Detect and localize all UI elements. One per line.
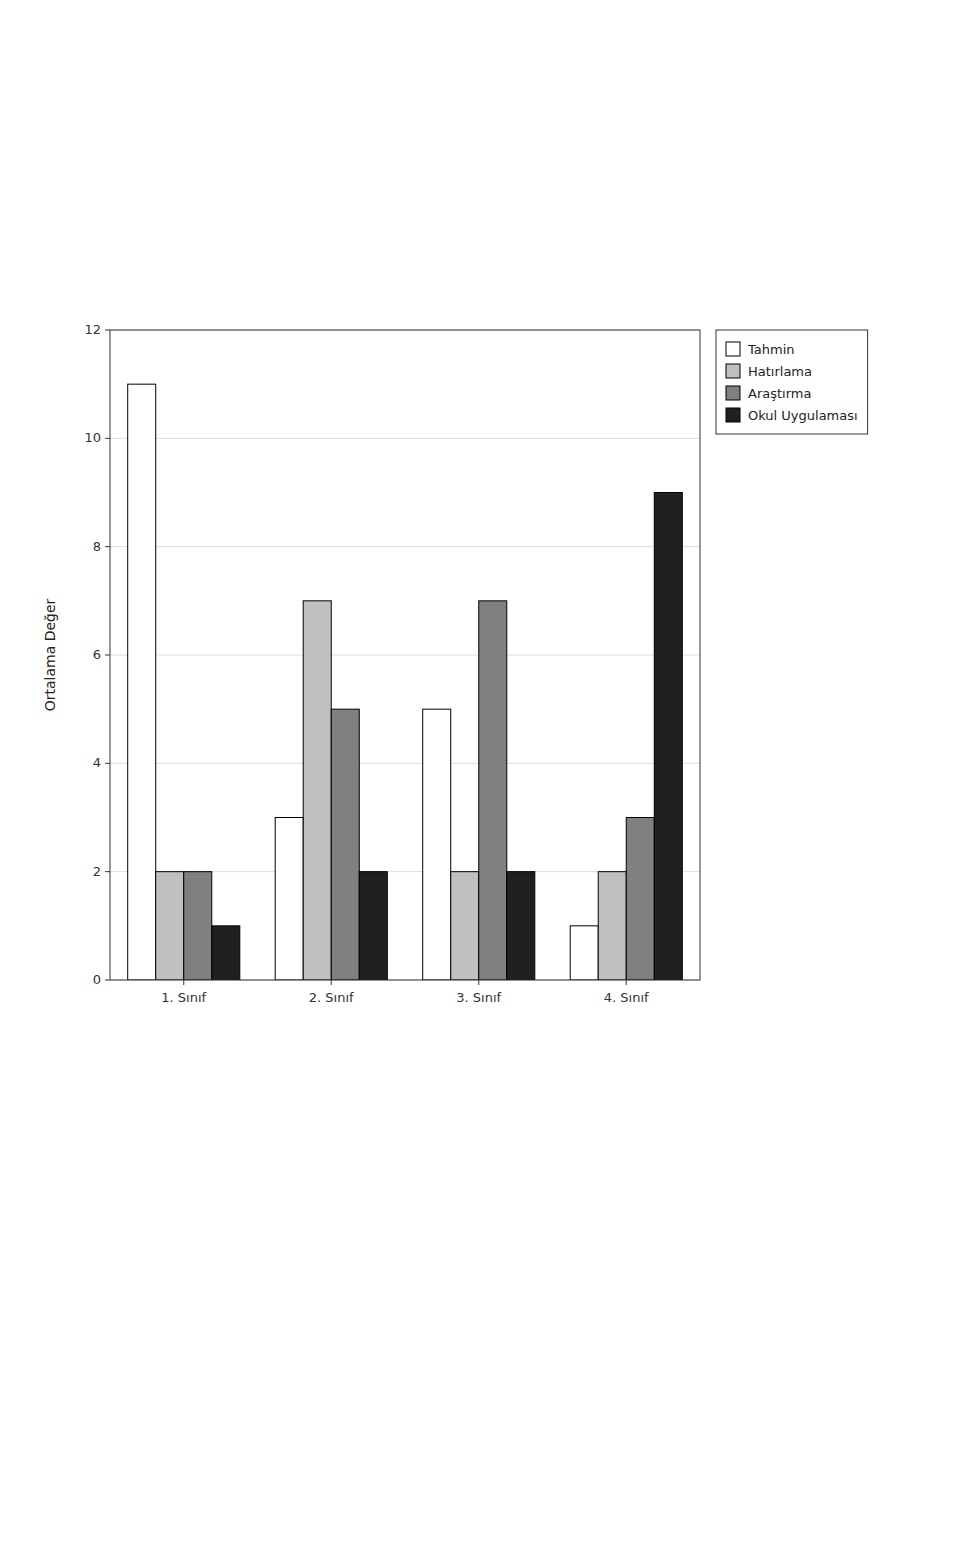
bars (128, 384, 683, 980)
bar (184, 872, 212, 980)
bar (303, 601, 331, 980)
x-tick-label: 4. Sınıf (604, 990, 649, 1005)
grid-line (110, 763, 700, 764)
y-tick-label: 2 (93, 864, 101, 879)
y-tick-label: 10 (84, 430, 101, 445)
grid-line (110, 546, 700, 547)
legend-swatch (726, 386, 740, 400)
bar (507, 872, 535, 980)
y-tick (105, 655, 110, 656)
y-tick-label: 6 (93, 647, 101, 662)
y-tick (105, 438, 110, 439)
y-axis-label: Ortalama Değer (42, 598, 58, 711)
y-tick-label: 0 (93, 972, 101, 987)
y-tick-label: 8 (93, 539, 101, 554)
bar (479, 601, 507, 980)
x-tick (478, 980, 479, 985)
x-tick (183, 980, 184, 985)
legend-label: Araştırma (748, 386, 811, 401)
plot-frame (110, 330, 700, 980)
y-tick (105, 763, 110, 764)
x-tick-label: 3. Sınıf (456, 990, 501, 1005)
x-tick (626, 980, 627, 985)
bar (331, 709, 359, 980)
legend-label: Okul Uygulaması (748, 408, 858, 423)
legend-label: Hatırlama (748, 364, 812, 379)
legend-swatch (726, 364, 740, 378)
legend-frame (716, 330, 868, 434)
y-tick (105, 546, 110, 547)
bar (570, 926, 598, 980)
legend: Tahmin Hatırlama Araştırma Okul Uygulaması (716, 330, 868, 434)
x-tick-label: 2. Sınıf (309, 990, 354, 1005)
y-tick (105, 330, 110, 331)
x-tick (331, 980, 332, 985)
bar (626, 818, 654, 981)
legend-swatch (726, 342, 740, 356)
y-tick-label: 4 (93, 755, 101, 770)
bar (423, 709, 451, 980)
legend-swatch (726, 408, 740, 422)
bar (156, 872, 184, 980)
y-tick (105, 871, 110, 872)
legend-label: Tahmin (747, 342, 795, 357)
bar (128, 384, 156, 980)
grid-line (110, 655, 700, 656)
bar (212, 926, 240, 980)
y-tick-label: 12 (84, 322, 101, 337)
chart-container: 0 2 4 6 8 10 12 1. Sınıf 2. Sınıf 3. Sınıf 4. Sını… (0, 0, 960, 1559)
y-tick (105, 980, 110, 981)
bar (359, 872, 387, 980)
chart: 0 2 4 6 8 10 12 1. Sınıf 2. Sınıf 3. Sınıf 4. Sını… (0, 0, 960, 1559)
bar (598, 872, 626, 980)
grid-line (110, 438, 700, 439)
bar (451, 872, 479, 980)
x-tick-label: 1. Sınıf (161, 990, 206, 1005)
bar (275, 818, 303, 981)
bar (654, 493, 682, 981)
